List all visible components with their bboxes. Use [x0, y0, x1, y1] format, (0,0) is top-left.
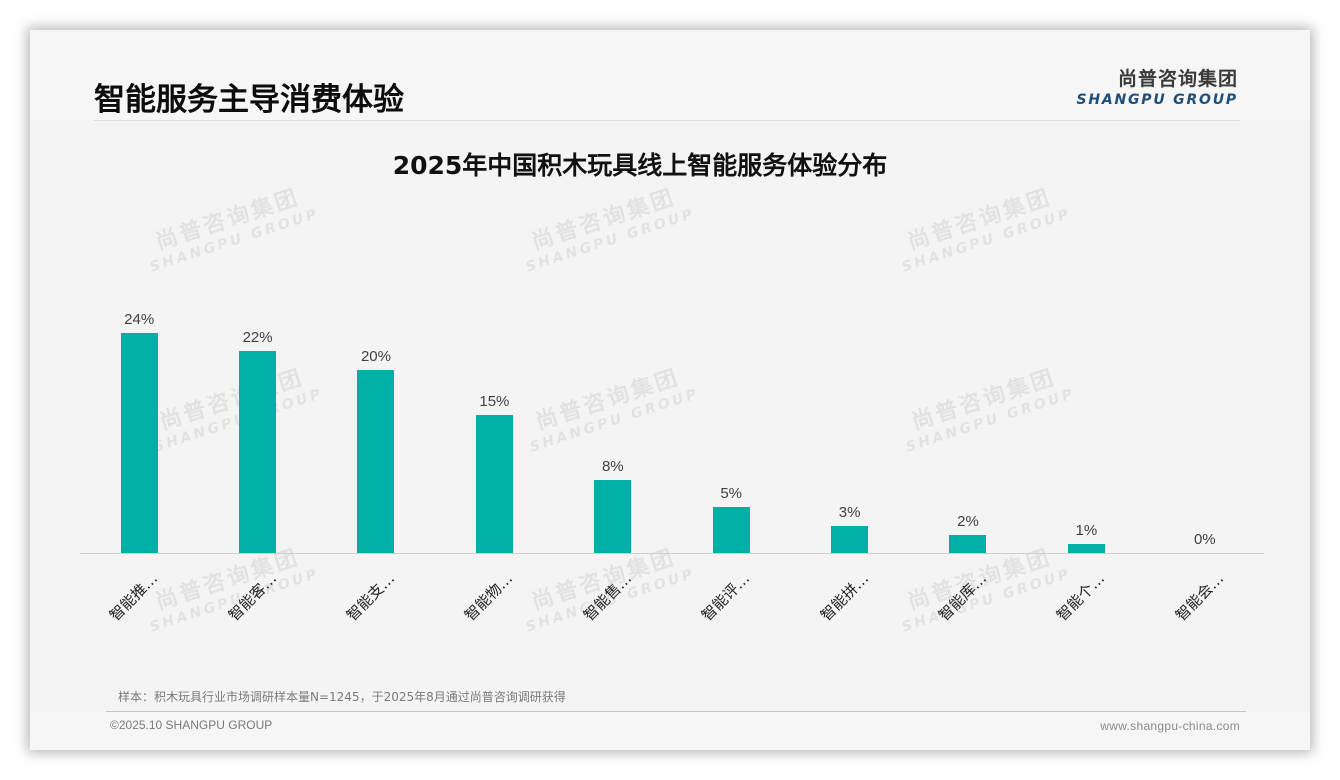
bar-group: 22% [198, 290, 316, 553]
x-axis-line [80, 553, 1264, 554]
x-axis-label: 智能售… [579, 569, 635, 625]
company-logo: 尚普咨询集团 SHANGPU GROUP [1076, 64, 1238, 108]
watermark-en: SHANGPU GROUP [147, 205, 322, 276]
x-axis-label: 智能会… [1171, 569, 1227, 625]
bar-value-label: 8% [601, 457, 624, 475]
copyright-text: ©2025.10 SHANGPU GROUP [110, 718, 273, 732]
x-axis-label: 智能支… [342, 569, 399, 625]
watermark-en: SHANGPU GROUP [899, 205, 1074, 276]
bar[interactable] [949, 534, 987, 553]
bar-group: 5% [672, 290, 790, 553]
x-axis-label: 智能客… [224, 569, 280, 625]
bar-group: 1% [1027, 290, 1145, 553]
bar-value-label: 0% [1193, 531, 1216, 548]
watermark: 尚普咨询集团 SHANGPU GROUP [138, 175, 321, 275]
page-title: 智能服务主导消费体验 [94, 82, 404, 118]
bar[interactable] [712, 507, 750, 553]
x-axis-label: 智能拼… [816, 569, 872, 625]
footer-band [30, 712, 1310, 750]
bar-group: 8% [554, 290, 672, 553]
bar-group: 20% [317, 290, 435, 553]
watermark-cn: 尚普咨询集团 [528, 185, 680, 256]
title-divider [94, 120, 1240, 121]
bar[interactable] [475, 415, 513, 553]
x-axis-label: 智能物… [461, 569, 517, 625]
bar[interactable] [239, 351, 277, 553]
footer-divider [106, 711, 1246, 712]
watermark-cn: 尚普咨询集团 [152, 185, 304, 256]
chart-title: 2025年中国积木玩具线上智能服务体验分布 [392, 151, 888, 180]
logo-en-text: SHANGPU GROUP [1076, 92, 1238, 108]
x-axis-label: 智能库… [934, 569, 991, 625]
header-band [30, 30, 1310, 120]
bar[interactable] [120, 332, 158, 553]
bar-group: 24% [80, 290, 198, 553]
bar-value-label: 22% [242, 329, 273, 347]
bar-value-label: 5% [720, 485, 743, 503]
watermark-cn: 尚普咨询集团 [904, 185, 1056, 256]
bar-chart-plot: 24% 22% 20% 15% 8% 5% 3% 2% 1% 0% [80, 290, 1264, 553]
sample-note: 样本：积木玩具行业市场调研样本量N=1245，于2025年8月通过尚普咨询调研获… [118, 690, 566, 704]
bar-value-label: 15% [479, 393, 510, 411]
bar-value-label: 1% [1075, 521, 1098, 539]
x-axis-label: 智能个… [1053, 569, 1109, 625]
bar-value-label: 3% [838, 503, 861, 521]
bar-group: 3% [790, 290, 908, 553]
logo-cn-text: 尚普咨询集团 [1117, 68, 1238, 90]
bar-group: 0% [1146, 290, 1264, 553]
slide: 智能服务主导消费体验 尚普咨询集团 SHANGPU GROUP 尚普咨询集团 SH… [30, 30, 1310, 750]
bar-group: 2% [909, 290, 1027, 553]
bar[interactable] [1067, 543, 1105, 553]
watermark-en: SHANGPU GROUP [899, 565, 1074, 636]
bar[interactable] [594, 479, 632, 553]
x-axis-label: 智能评… [698, 569, 754, 625]
watermark: 尚普咨询集团 SHANGPU GROUP [514, 175, 697, 275]
bar-group: 15% [435, 290, 553, 553]
website-link[interactable]: www.shangpu-china.com [1100, 719, 1240, 733]
watermark-en: SHANGPU GROUP [523, 205, 698, 276]
bar[interactable] [831, 525, 869, 553]
watermark: 尚普咨询集团 SHANGPU GROUP [890, 175, 1073, 275]
bar-value-label: 20% [360, 347, 391, 365]
bar-value-label: 24% [124, 310, 155, 328]
x-axis-label: 智能推… [106, 569, 162, 625]
bar[interactable] [357, 369, 395, 553]
bar-value-label: 2% [957, 512, 979, 530]
